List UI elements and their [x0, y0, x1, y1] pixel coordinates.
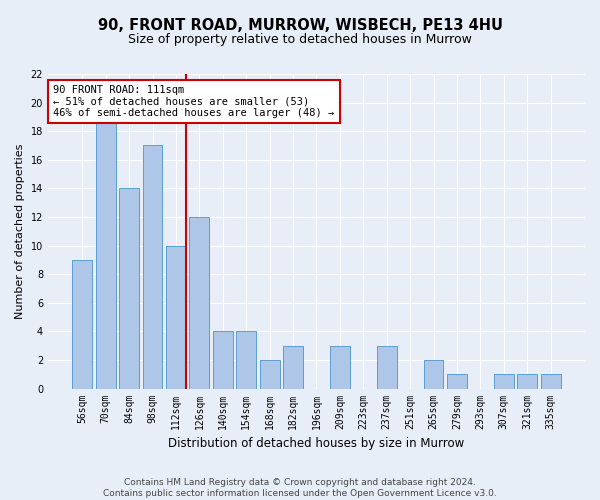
Text: Size of property relative to detached houses in Murrow: Size of property relative to detached ho… [128, 32, 472, 46]
Bar [236, 332, 256, 388]
Bar [96, 117, 116, 388]
Text: Contains HM Land Registry data © Crown copyright and database right 2024.
Contai: Contains HM Land Registry data © Crown c… [103, 478, 497, 498]
Bar [213, 332, 233, 388]
Bar [517, 374, 537, 388]
Bar [190, 217, 209, 388]
Bar [260, 360, 280, 388]
Bar [447, 374, 467, 388]
Text: 90 FRONT ROAD: 111sqm
← 51% of detached houses are smaller (53)
46% of semi-deta: 90 FRONT ROAD: 111sqm ← 51% of detached … [53, 85, 335, 118]
Bar [119, 188, 139, 388]
Text: 90, FRONT ROAD, MURROW, WISBECH, PE13 4HU: 90, FRONT ROAD, MURROW, WISBECH, PE13 4H… [97, 18, 503, 32]
Bar [424, 360, 443, 388]
Y-axis label: Number of detached properties: Number of detached properties [15, 144, 25, 319]
Bar [166, 246, 186, 388]
Bar [377, 346, 397, 389]
Bar [541, 374, 560, 388]
X-axis label: Distribution of detached houses by size in Murrow: Distribution of detached houses by size … [169, 437, 464, 450]
Bar [283, 346, 303, 389]
Bar [494, 374, 514, 388]
Bar [73, 260, 92, 388]
Bar [143, 146, 163, 388]
Bar [330, 346, 350, 389]
